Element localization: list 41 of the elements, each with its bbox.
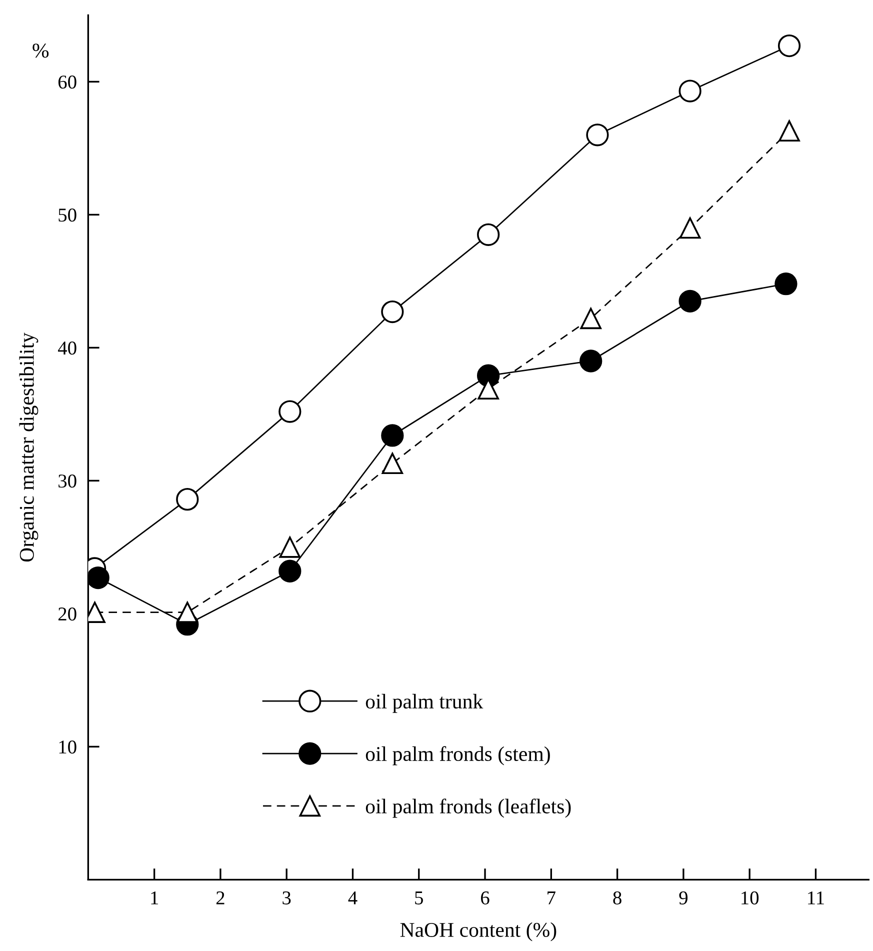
x-tick-label: 1 [151, 891, 158, 904]
point [679, 217, 701, 239]
y-tick-label: 40 [58, 342, 76, 355]
point [88, 566, 110, 590]
point [586, 124, 609, 146]
x-tick-label: 4 [348, 891, 358, 904]
point [278, 400, 302, 423]
point [778, 120, 800, 142]
point [580, 350, 602, 372]
point [477, 223, 500, 246]
point [678, 290, 702, 312]
x-tick-label: 10 [742, 891, 759, 904]
point [678, 80, 702, 102]
x-tick-label: 3 [282, 891, 291, 904]
point [176, 488, 199, 511]
x-tick-label: 2 [216, 891, 224, 904]
legend-label: oil palm trunk [366, 694, 484, 713]
y-tick-label: 50 [58, 208, 76, 222]
point [778, 34, 801, 58]
point [279, 536, 301, 558]
y-tick-label: 30 [58, 474, 76, 488]
point [381, 300, 404, 324]
y-tick-label: 60 [58, 76, 76, 89]
point [774, 272, 798, 296]
point [382, 452, 404, 474]
y-tick-label: 10 [59, 740, 76, 754]
point [580, 308, 602, 330]
legend-label: oil palm fronds (leaflets) [366, 798, 571, 818]
legend-label: oil palm fronds (stem) [366, 746, 550, 766]
x-tick-label: 11 [808, 891, 824, 904]
x-tick-label: 9 [679, 891, 688, 904]
text: % [32, 44, 49, 58]
x-axis-title: NaOH content (%) [400, 922, 556, 942]
x-tick-label: 6 [480, 891, 490, 904]
point [278, 560, 302, 582]
x-tick-label: 7 [548, 892, 556, 904]
point [381, 424, 404, 447]
x-tick-label: 5 [415, 892, 423, 904]
y-tick-label: 20 [58, 608, 76, 621]
x-tick-label: 8 [613, 891, 622, 904]
y-axis-title: Organic matter digestibility [19, 332, 38, 562]
